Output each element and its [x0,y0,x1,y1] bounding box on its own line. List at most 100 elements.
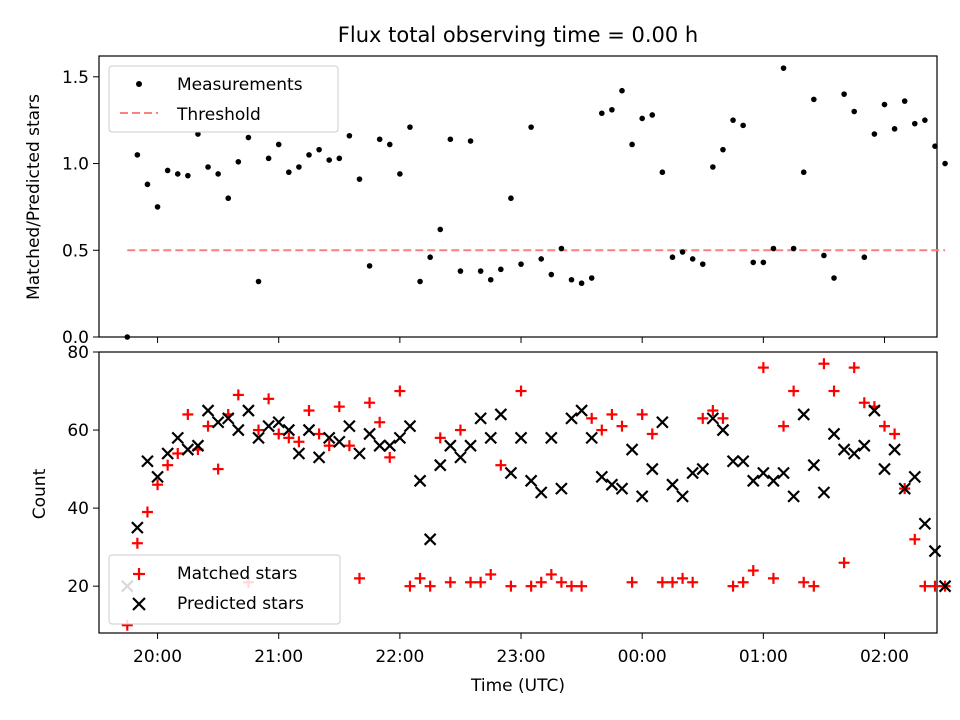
predicted-star-point [423,533,437,546]
matched-star-point [162,459,174,471]
measurement-point [376,136,383,143]
count-legend-box [108,554,341,625]
predicted-star-point [494,408,508,421]
ratio-legend-box [108,65,339,133]
predicted-star-point [575,404,588,417]
legend-matched-marker [133,568,145,580]
predicted-star-point [878,462,891,476]
x-axis-label: Time (UTC) [470,676,565,696]
measurement-point [336,155,343,162]
matched-star-point [889,428,901,440]
matched-star-point [666,576,678,588]
matched-star-point [717,412,729,424]
legend-matched-label: Matched stars [177,564,297,584]
legend-predicted-marker [132,597,146,611]
matched-star-point [818,358,830,370]
matched-star-point [616,420,628,432]
predicted-star-point [736,454,750,468]
predicted-star-point [221,412,235,425]
predicted-star-point [585,431,598,445]
measurement-point [891,126,898,132]
predicted-star-point [847,447,861,460]
predicted-star-point [807,458,821,472]
measurement-point [619,87,625,94]
measurement-point [195,131,201,137]
measurement-point [689,256,696,262]
predicted-star-point [868,404,881,417]
measurement-point [518,261,524,267]
matched-star-point [182,408,194,420]
matched-star-point [576,580,588,592]
matched-star-point [838,557,850,569]
legend-measurements-label: Measurements [177,75,303,95]
predicted-star-point [716,423,730,437]
predicted-star-point [524,474,538,488]
predicted-star-point [433,458,447,472]
matched-star-point [909,533,921,545]
matched-star-point [586,412,598,424]
matched-star-point [353,572,365,584]
matched-star-point [626,576,638,588]
measurement-point [427,254,433,261]
ratio-y-tick-label: 0.0 [62,328,89,348]
measurement-point [750,259,757,266]
measurement-point [942,160,948,167]
x-tick-label: 23:00 [497,647,546,667]
predicted-star-point [757,466,770,480]
predicted-star-point [514,431,528,445]
predicted-star-point [454,451,467,464]
matched-star-point [828,385,840,397]
predicted-star-point [817,486,831,499]
predicted-star-point [787,490,800,503]
measurement-point [235,159,242,165]
measurement-point [669,254,676,261]
ratio-legend: Measurements Threshold [108,65,339,133]
matched-star-point [677,572,689,584]
measurement-point [144,181,151,188]
measurement-point [124,334,131,340]
measurement-point [528,124,534,130]
predicted-star-point [302,423,316,437]
measurement-point [811,96,817,103]
predicted-star-point [686,466,699,480]
measurement-point [770,245,777,252]
matched-star-point [515,385,527,397]
measurement-point [174,171,181,177]
matched-star-point [323,440,335,452]
measurement-point [397,171,403,177]
predicted-star-point [403,419,417,433]
predicted-star-point [282,423,296,437]
measurement-point [498,266,504,273]
measurement-point [790,245,797,252]
measurement-point [215,171,221,177]
predicted-star-point [242,404,255,417]
measurement-point [901,98,908,104]
measurement-point [417,278,423,285]
measurement-point [366,263,373,269]
predicted-star-point [373,439,386,452]
predicted-star-point [343,419,356,433]
x-tick-label: 21:00 [254,647,303,667]
predicted-star-point [292,447,306,460]
predicted-star-point [625,443,639,456]
predicted-star-point [908,470,922,484]
matched-star-point [646,428,658,440]
predicted-star-point [474,412,487,425]
predicted-star-point [565,412,578,425]
count-y-tick-label: 80 [67,343,89,363]
measurement-point [821,252,827,259]
chart-title: Flux total observing time = 0.00 h [338,23,698,47]
measurement-point [800,169,807,176]
matched-star-point [232,389,244,401]
predicted-star-point [646,462,659,476]
predicted-star-point [191,439,205,452]
predicted-star-point [211,415,225,429]
predicted-star-point [918,517,932,531]
matched-star-point [555,576,567,588]
measurement-point [851,108,858,115]
predicted-star-point [383,439,397,452]
predicted-star-point [595,470,609,484]
matched-star-point [313,428,325,440]
count-legend: Matched stars Predicted stars [108,554,341,625]
measurement-point [740,122,746,129]
